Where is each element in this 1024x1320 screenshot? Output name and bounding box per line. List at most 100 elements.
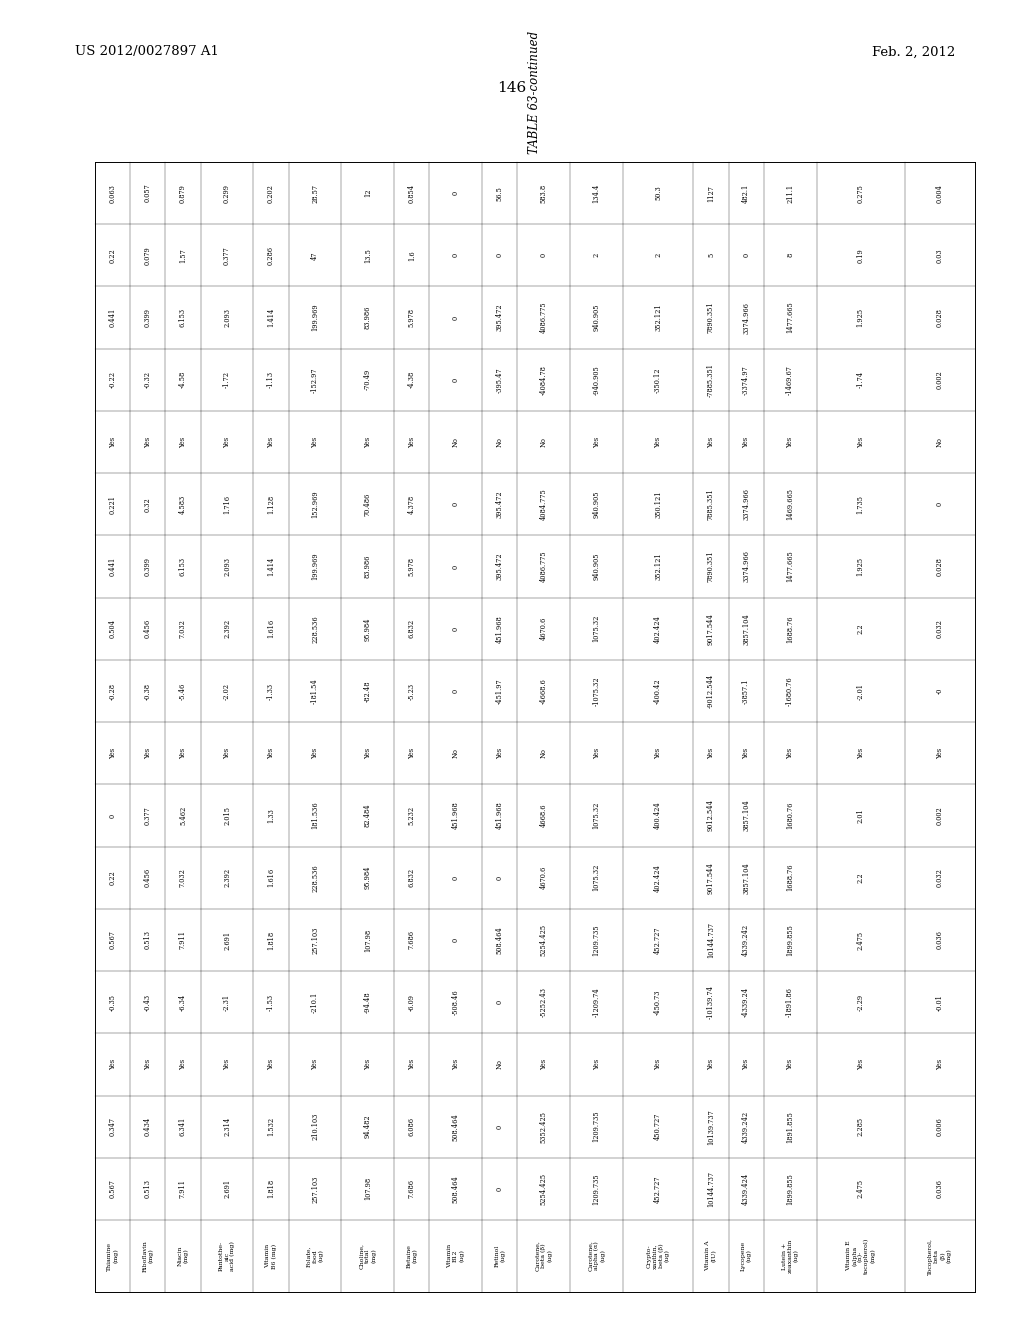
Text: 83.986: 83.986 [364,306,372,329]
Text: No: No [496,1060,504,1069]
Text: 6.086: 6.086 [408,1117,416,1137]
Text: 0.22: 0.22 [109,870,117,886]
Text: Yes: Yes [742,1059,751,1071]
Text: 402.424: 402.424 [654,615,663,643]
Text: 0.002: 0.002 [936,807,944,825]
Text: Yes: Yes [707,437,715,447]
Text: Yes: Yes [857,437,864,447]
Text: 13.5: 13.5 [364,248,372,263]
Text: 451.968: 451.968 [496,615,504,643]
Text: Riboflavin
(mg): Riboflavin (mg) [142,1239,154,1272]
Text: 4339.242: 4339.242 [742,1110,751,1143]
Text: Yes: Yes [408,747,416,759]
Text: 0: 0 [452,253,460,257]
Text: 0: 0 [742,253,751,257]
Text: 3374.966: 3374.966 [742,550,751,582]
Text: 10139.737: 10139.737 [707,1109,715,1144]
Text: 0.03: 0.03 [936,248,944,263]
Text: 0: 0 [452,565,460,569]
Text: 0.32: 0.32 [143,496,152,512]
Text: No: No [540,437,548,447]
Text: Yes: Yes [143,1059,152,1071]
Text: Vitamin E
(alpha
(α)-
tocopherol)
(mg): Vitamin E (alpha (α)- tocopherol) (mg) [846,1238,876,1274]
Text: Yes: Yes [311,437,319,447]
Text: 5254.425: 5254.425 [540,1172,548,1205]
Text: 352.121: 352.121 [654,553,663,581]
Text: 2.285: 2.285 [857,1117,864,1137]
Text: 0.028: 0.028 [936,308,944,327]
Text: -94.48: -94.48 [364,991,372,1012]
Text: 395.472: 395.472 [496,553,504,581]
Text: Yes: Yes [742,437,751,447]
Text: 1.414: 1.414 [267,557,275,577]
Text: 3857.104: 3857.104 [742,862,751,894]
Text: 583.8: 583.8 [540,183,548,203]
Text: 395.472: 395.472 [496,491,504,519]
Text: 0.079: 0.079 [143,246,152,265]
Text: -395.47: -395.47 [496,367,504,392]
Text: 210.103: 210.103 [311,1113,319,1140]
Text: 0.399: 0.399 [143,557,152,576]
Text: 1.57: 1.57 [179,248,187,263]
Text: 94.482: 94.482 [364,1115,372,1138]
Text: 1469.665: 1469.665 [786,488,795,520]
Text: 56.5: 56.5 [496,186,504,201]
Text: Yes: Yes [311,1059,319,1071]
Text: 0.004: 0.004 [936,183,944,202]
Text: 2.015: 2.015 [223,807,231,825]
Text: No: No [452,437,460,447]
Text: Yes: Yes [109,747,117,759]
Text: Yes: Yes [593,1059,601,1071]
Text: 3857.104: 3857.104 [742,800,751,832]
Text: 228.536: 228.536 [311,863,319,891]
Text: 0: 0 [452,502,460,507]
Text: 1.33: 1.33 [267,808,275,822]
Text: Carotene,
beta (β)
(ug): Carotene, beta (β) (ug) [536,1241,552,1271]
Text: 5254.425: 5254.425 [540,924,548,956]
Text: 4.378: 4.378 [408,495,416,513]
Text: 2.314: 2.314 [223,1117,231,1137]
Text: -940.905: -940.905 [593,364,601,395]
Text: -0.32: -0.32 [143,371,152,388]
Text: 508.464: 508.464 [452,1113,460,1140]
Text: 452.727: 452.727 [654,1175,663,1203]
Text: Vitamin
B6 (mg): Vitamin B6 (mg) [265,1243,276,1269]
Text: 0: 0 [452,689,460,693]
Text: Retinol
(ug): Retinol (ug) [495,1245,506,1267]
Text: 2.2: 2.2 [857,623,864,634]
Text: 451.968: 451.968 [496,801,504,829]
Text: 2.392: 2.392 [223,619,231,639]
Text: 450.727: 450.727 [654,1113,663,1140]
Text: 1.818: 1.818 [267,931,275,949]
Text: 0.377: 0.377 [143,807,152,825]
Text: 0: 0 [452,627,460,631]
Text: 0: 0 [496,1001,504,1005]
Text: 1.818: 1.818 [267,1179,275,1199]
Text: Yes: Yes [143,437,152,447]
Text: 451.968: 451.968 [452,801,460,829]
Text: 0.028: 0.028 [936,557,944,576]
Text: 199.969: 199.969 [311,304,319,331]
Text: -0.01: -0.01 [936,994,944,1011]
Text: 1.616: 1.616 [267,619,275,639]
Text: -1075.32: -1075.32 [593,676,601,706]
Text: -4084.78: -4084.78 [540,364,548,395]
Text: -6.34: -6.34 [179,994,187,1011]
Text: -0.43: -0.43 [143,994,152,1011]
Text: Lycopene
(ug): Lycopene (ug) [740,1241,752,1271]
Text: 1.128: 1.128 [267,495,275,513]
Text: 7.032: 7.032 [179,619,187,638]
Text: -82.48: -82.48 [364,680,372,702]
Text: 1688.76: 1688.76 [786,865,795,891]
Text: -5252.43: -5252.43 [540,987,548,1018]
Text: Yes: Yes [223,437,231,447]
Text: Yes: Yes [143,747,152,759]
Text: 1075.32: 1075.32 [593,615,601,643]
Text: 0.063: 0.063 [109,183,117,202]
Text: 2.093: 2.093 [223,308,231,327]
Text: 7.686: 7.686 [408,931,416,949]
Text: -350.12: -350.12 [654,367,663,392]
Text: 350.121: 350.121 [654,491,663,517]
Text: 228.536: 228.536 [311,615,319,643]
Text: 152.969: 152.969 [311,491,319,519]
